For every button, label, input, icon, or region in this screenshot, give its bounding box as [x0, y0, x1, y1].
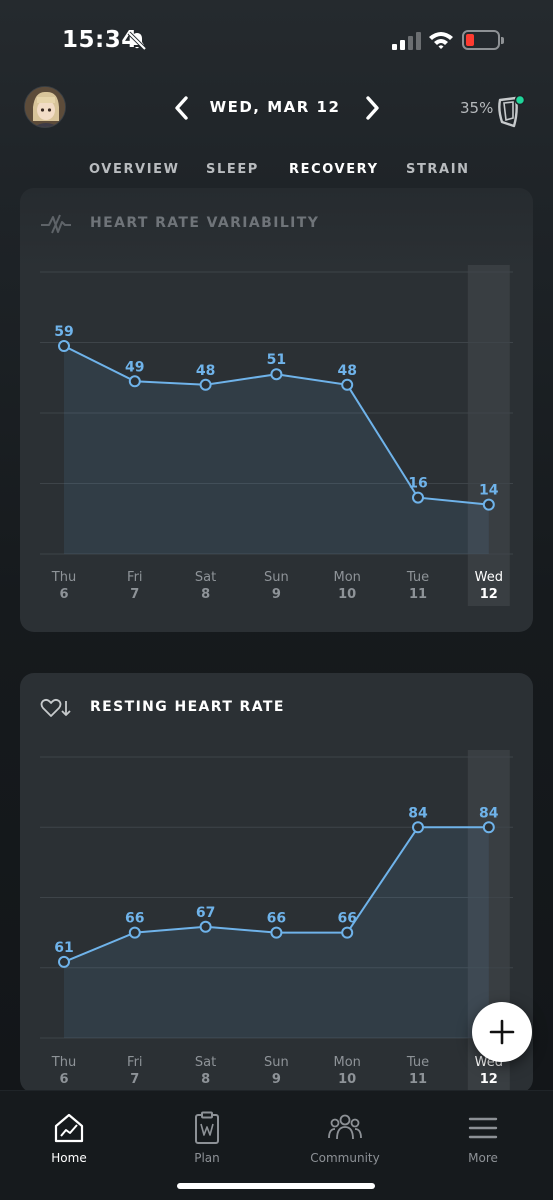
rhr-title: RESTING HEART RATE [90, 699, 285, 715]
hrv-point[interactable] [270, 368, 283, 381]
hrv-date-label: 7 [130, 587, 139, 602]
hrv-day-label: Sun [264, 570, 289, 585]
hrv-point[interactable] [58, 340, 70, 353]
rhr-value-label: 66 [267, 911, 286, 927]
rhr-value-label: 67 [196, 905, 215, 921]
cellular-signal-icon [392, 32, 421, 50]
rhr-day-label: Thu [51, 1055, 76, 1070]
plus-icon [489, 1019, 515, 1045]
rhr-day-label: Mon [333, 1055, 360, 1070]
nav-home-label: Home [51, 1151, 87, 1165]
avatar-image [25, 87, 65, 127]
rhr-point[interactable] [199, 920, 212, 933]
rhr-value-label: 66 [125, 911, 144, 927]
hrv-day-label: Fri [127, 570, 143, 585]
hrv-value-label: 48 [196, 363, 215, 379]
hrv-card[interactable]: HEART RATE VARIABILITY 59 49 48 51 48 16 14 Thu… [20, 188, 533, 632]
hrv-day-label: Tue [406, 570, 429, 585]
previous-day-chevron-icon[interactable] [170, 94, 194, 122]
hrv-value-label: 49 [125, 359, 144, 375]
tab-recovery[interactable]: RECOVERY [289, 162, 379, 177]
rhr-date-label: 7 [130, 1072, 139, 1087]
hrv-date-label: 12 [480, 587, 498, 602]
tab-sleep[interactable]: SLEEP [206, 162, 259, 177]
next-day-chevron-icon[interactable] [360, 94, 384, 122]
hrv-point[interactable] [199, 378, 212, 391]
strap-device-icon[interactable] [494, 90, 528, 130]
hrv-point[interactable] [341, 378, 354, 391]
rhr-point[interactable] [412, 821, 424, 834]
nav-community[interactable]: Community [290, 1111, 400, 1165]
rhr-day-label: Sat [195, 1055, 216, 1070]
rhr-value-label: 61 [54, 940, 73, 956]
rhr-date-label: 8 [201, 1072, 210, 1087]
hrv-day-label: Thu [51, 570, 76, 585]
rhr-point[interactable] [128, 926, 141, 939]
bell-off-icon [127, 31, 147, 51]
hrv-highlight-column [467, 265, 510, 606]
hrv-date-label: 10 [338, 587, 356, 602]
rhr-point[interactable] [58, 955, 70, 968]
resting-heart-rate-card[interactable]: RESTING HEART RATE 61 66 67 66 66 84 84 Thu 6 Fri… [20, 673, 533, 1093]
status-time: 15:34 [62, 27, 138, 53]
nav-plan-label: Plan [194, 1151, 220, 1165]
nav-community-label: Community [310, 1151, 380, 1165]
add-activity-button[interactable] [472, 1002, 532, 1062]
hrv-day-label: Mon [333, 570, 360, 585]
selected-date[interactable]: WED, MAR 12 [209, 98, 341, 116]
rhr-point[interactable] [270, 926, 283, 939]
nav-more[interactable]: More [428, 1111, 538, 1165]
tab-strain[interactable]: STRAIN [406, 162, 470, 177]
bottom-navigation: Home Plan Community [0, 1090, 553, 1200]
hrv-value-label: 48 [337, 363, 356, 379]
rhr-value-label: 84 [479, 805, 499, 821]
nav-home[interactable]: Home [14, 1111, 124, 1165]
rhr-date-label: 9 [272, 1072, 281, 1087]
rhr-date-label: 11 [409, 1072, 427, 1087]
hrv-value-label: 51 [267, 352, 286, 368]
menu-icon [468, 1117, 498, 1139]
strap-battery-percent: 35% [460, 99, 494, 117]
rhr-point[interactable] [482, 821, 495, 834]
rhr-date-label: 12 [480, 1072, 498, 1087]
nav-plan[interactable]: Plan [152, 1111, 262, 1165]
rhr-day-label: Fri [127, 1055, 143, 1070]
phone-battery-icon [462, 30, 504, 50]
nav-more-label: More [468, 1151, 498, 1165]
rhr-day-label: Tue [406, 1055, 429, 1070]
hrv-value-label: 16 [408, 476, 427, 492]
hrv-value-label: 59 [54, 324, 73, 340]
community-icon [328, 1114, 362, 1140]
hrv-area [64, 346, 489, 554]
rhr-value-label: 66 [337, 911, 356, 927]
hrv-date-label: 6 [59, 587, 68, 602]
hrv-chart: 59 49 48 51 48 16 14 Thu 6 Fri 7 Sat 8 Sun 9 Mon 10 Tue 11… [40, 265, 513, 606]
hrv-point[interactable] [412, 491, 424, 504]
rhr-point[interactable] [341, 926, 354, 939]
hrv-title: HEART RATE VARIABILITY [90, 215, 320, 231]
rhr-date-label: 6 [59, 1072, 68, 1087]
hrv-day-label: Sat [195, 570, 216, 585]
wifi-icon [429, 32, 453, 49]
heart-down-icon [40, 698, 71, 717]
hrv-value-label: 14 [479, 483, 499, 499]
rhr-chart: 61 66 67 66 66 84 84 Thu 6 Fri 7 Sat 8 Sun 9 Mon 10 Tue 11… [40, 750, 513, 1093]
hrv-date-label: 8 [201, 587, 210, 602]
home-icon [54, 1113, 84, 1143]
home-indicator [177, 1183, 375, 1189]
hrv-date-label: 11 [409, 587, 427, 602]
rhr-day-label: Sun [264, 1055, 289, 1070]
hrv-date-label: 9 [272, 587, 281, 602]
status-bar: 15:34 [0, 0, 553, 82]
hrv-point[interactable] [128, 375, 141, 388]
hrv-day-label: Wed [475, 570, 503, 585]
hrv-pulse-icon [41, 214, 71, 234]
rhr-value-label: 84 [408, 805, 428, 821]
clipboard-icon [195, 1111, 219, 1144]
tab-overview[interactable]: OVERVIEW [89, 162, 180, 177]
hrv-point[interactable] [482, 498, 495, 511]
profile-avatar[interactable] [24, 86, 66, 128]
rhr-date-label: 10 [338, 1072, 356, 1087]
